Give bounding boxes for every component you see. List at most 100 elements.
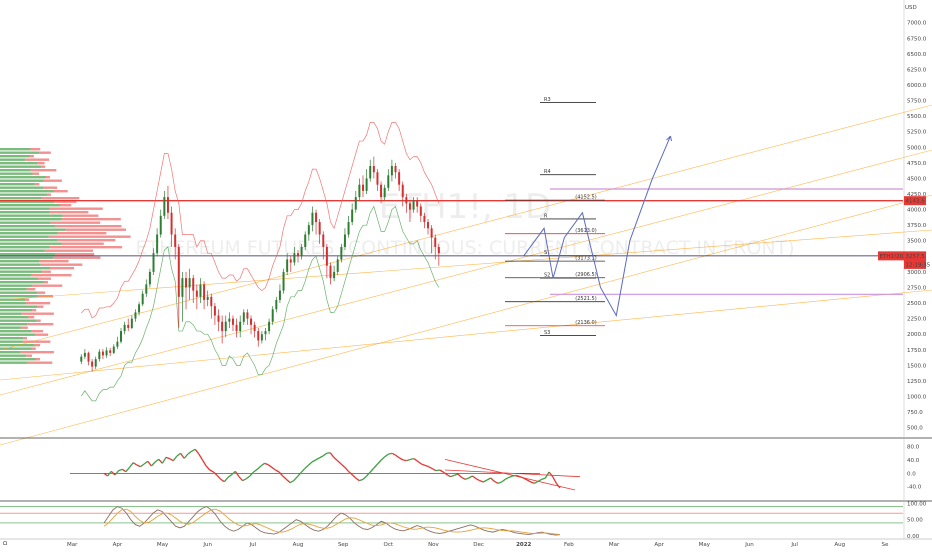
- volume-profile-bar: [54, 190, 68, 193]
- oscillator-segment: [289, 480, 295, 484]
- oscillator-segment: [150, 461, 156, 467]
- oscillator-segment: [205, 465, 211, 471]
- y-tick-label: 2000.0: [907, 332, 927, 338]
- oscillator-segment: [194, 448, 200, 455]
- oscillator-segment: [512, 474, 517, 477]
- y-tick-label: 2500.0: [907, 301, 927, 307]
- volume-profile-bar: [0, 169, 31, 172]
- volume-profile-bar: [0, 312, 22, 315]
- oscillator-segment: [457, 473, 462, 478]
- oscillator-segment: [399, 457, 404, 461]
- candle-body: [315, 212, 318, 223]
- volume-profile-bar: [65, 228, 127, 231]
- oscillator-segment: [172, 455, 178, 462]
- main-price-pane[interactable]: R3 R4 (4152.5) R (3613.0) (3173.1) S S2 (2906.5)…: [0, 97, 932, 446]
- candle-body: [163, 197, 166, 216]
- oscillator-segment: [526, 479, 532, 483]
- candle-body: [206, 296, 209, 300]
- candle-body: [380, 184, 383, 198]
- volume-profile-bar: [0, 197, 42, 200]
- y-tick-label: 1250.0: [907, 379, 927, 385]
- oscillator-segment: [406, 458, 411, 462]
- candle-body: [322, 234, 325, 247]
- oscillator-segment: [384, 453, 389, 458]
- osc-tick-label: 40.0: [907, 458, 920, 464]
- volume-profile-bar: [54, 200, 77, 203]
- stochastic-line: [103, 508, 561, 535]
- oscillator-segment: [475, 478, 481, 482]
- channel-line: [0, 149, 932, 396]
- candle-body: [231, 318, 234, 325]
- oscillator-segment: [403, 459, 407, 462]
- candle-body: [195, 290, 198, 297]
- volume-profile-bar: [0, 354, 27, 357]
- volume-profile-bar: [27, 323, 54, 326]
- volume-profile-bar: [22, 340, 51, 343]
- candle-body: [221, 321, 224, 332]
- candle-body: [246, 312, 249, 319]
- volume-profile-bar: [0, 193, 47, 196]
- candle-body: [289, 259, 292, 263]
- oscillator-segment: [282, 475, 287, 480]
- oscillator-segment: [450, 474, 455, 478]
- oscillator-segment: [136, 464, 141, 468]
- y-tick-label: 3500.0: [907, 239, 927, 245]
- oscillator-pane[interactable]: [70, 448, 581, 491]
- osc-tick-label: 0.0: [907, 471, 916, 477]
- oscillator-segment: [165, 456, 170, 460]
- oscillator-segment: [326, 452, 331, 454]
- volume-profile-bar: [0, 316, 29, 319]
- volume-profile-bar: [0, 319, 37, 322]
- candle-body: [268, 321, 271, 332]
- volume-profile-bar: [25, 298, 30, 301]
- volume-profile-bar: [0, 298, 26, 301]
- candle-body: [148, 271, 151, 285]
- volume-profile-bar: [0, 337, 24, 340]
- volume-profile-bar: [31, 330, 44, 333]
- volume-profile-bar: [27, 361, 53, 364]
- volume-profile-bar: [0, 148, 31, 151]
- oscillator-segment: [158, 458, 163, 464]
- volume-profile-bar: [32, 284, 63, 287]
- volume-profile-bar: [37, 305, 44, 308]
- oscillator-segment: [359, 478, 364, 482]
- oscillator-segment: [264, 462, 269, 466]
- pivot-level-label: (4152.5): [575, 195, 596, 201]
- oscillator-segment: [293, 476, 298, 482]
- candle-body: [278, 290, 281, 300]
- candle-body: [343, 234, 346, 247]
- oscillator-segment: [260, 462, 265, 467]
- volume-profile-bar: [40, 263, 83, 266]
- oscillator-segment: [373, 463, 379, 469]
- channel-line: [0, 229, 932, 301]
- y-tick-label: 4000.0: [907, 208, 927, 214]
- candle-body: [376, 172, 379, 185]
- volume-profile-bar: [0, 249, 45, 252]
- x-tick-label: Jun: [202, 542, 212, 548]
- x-tick-label: May: [699, 542, 711, 548]
- candle-body: [336, 259, 339, 272]
- x-tick-label: Jun: [744, 542, 754, 548]
- pivot-level-label: (3613.0): [575, 228, 596, 234]
- candle-body: [260, 334, 263, 341]
- candle-body: [185, 278, 188, 288]
- volume-profile-bar: [31, 347, 36, 350]
- volume-profile-bar: [61, 218, 121, 221]
- oscillator-segment: [114, 470, 120, 476]
- oscillator-segment: [388, 452, 393, 455]
- stochastic-pane[interactable]: [0, 506, 903, 536]
- volume-profile-bar: [0, 361, 28, 364]
- projection-path: [523, 135, 671, 317]
- candle-body: [311, 212, 314, 226]
- volume-profile-bar: [42, 186, 58, 189]
- y-tick-label: 6000.0: [907, 83, 927, 89]
- candle-body: [105, 350, 108, 356]
- projection-arrowhead: [666, 135, 672, 142]
- oscillator-segment: [267, 464, 273, 468]
- y-tick-label: 1000.0: [907, 395, 927, 401]
- volume-profile-bar: [0, 277, 39, 280]
- pivot-level-label: S3: [544, 330, 550, 336]
- volume-profile-bar: [21, 312, 54, 315]
